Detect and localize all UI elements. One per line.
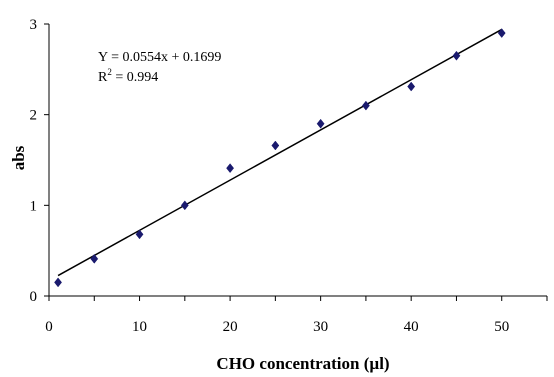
data-point <box>226 163 235 174</box>
data-point <box>54 277 62 288</box>
x-tick-label: 20 <box>223 319 238 335</box>
data-point <box>135 229 144 240</box>
x-axis-title: CHO concentration (µl) <box>216 354 389 373</box>
data-points <box>54 28 506 288</box>
x-tick-label: 10 <box>132 319 147 335</box>
trendline-group <box>57 28 503 277</box>
data-point <box>407 81 416 92</box>
tick-labels: 0 10 20 30 40 50 0 1 2 3 <box>30 17 510 335</box>
x-tick-label: 40 <box>404 319 419 335</box>
data-point <box>316 118 325 129</box>
trendline-equation: Y = 0.0554x + 0.1699 <box>98 50 221 65</box>
y-tick-label: 2 <box>30 108 38 124</box>
x-tick-label: 30 <box>313 319 328 335</box>
x-tick-label: 50 <box>494 319 509 335</box>
data-point <box>361 100 370 111</box>
r-squared-superscript: 2 <box>107 67 112 77</box>
r-squared-prefix: R <box>98 70 108 85</box>
y-tick-label: 1 <box>30 198 38 214</box>
data-point <box>497 28 506 38</box>
x-tick-label: 0 <box>45 319 53 335</box>
trendline <box>57 28 503 277</box>
r-squared-value: = 0.994 <box>112 70 158 85</box>
y-axis-title: abs <box>9 145 28 170</box>
data-point <box>452 50 461 61</box>
axes <box>44 23 548 301</box>
r-squared-label: R2 = 0.994 <box>98 67 158 85</box>
data-point <box>180 200 189 211</box>
y-tick-label: 0 <box>30 289 38 305</box>
y-tick-label: 3 <box>30 17 38 33</box>
data-point <box>271 140 280 151</box>
data-point <box>90 253 99 264</box>
